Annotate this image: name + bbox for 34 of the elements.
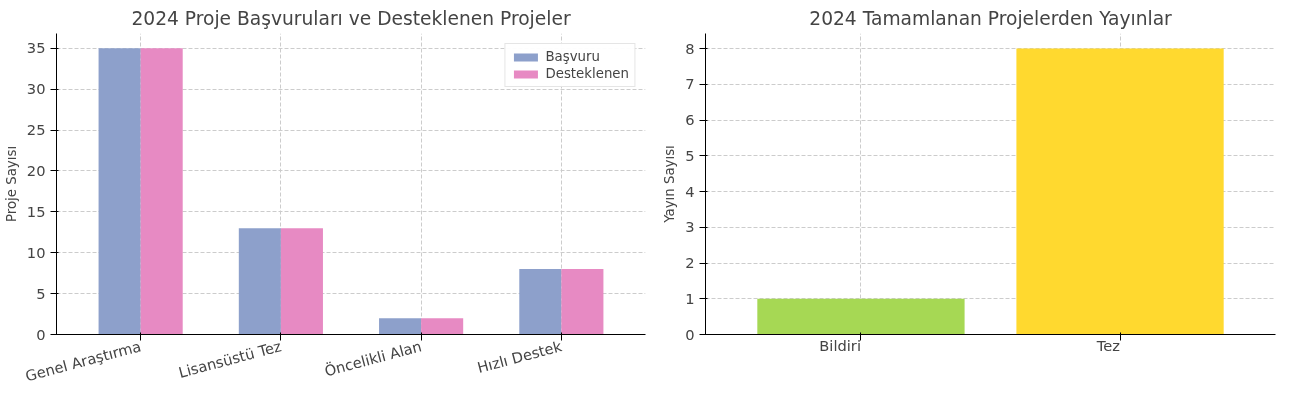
y-tick-label: 0 bbox=[685, 325, 695, 343]
y-axis-title: Proje Sayısı bbox=[3, 145, 19, 223]
chart-title: 2024 Tamamlanan Projelerden Yayınlar bbox=[809, 7, 1173, 29]
bar bbox=[280, 228, 323, 335]
y-tick-label: 20 bbox=[26, 161, 46, 179]
bar bbox=[561, 269, 604, 335]
chart-title: 2024 Proje Başvuruları ve Desteklenen Projeler bbox=[131, 7, 571, 29]
y-tick-label: 7 bbox=[685, 75, 695, 93]
y-tick-label: 4 bbox=[685, 182, 695, 200]
x-tick-label: Bildiri bbox=[819, 337, 861, 354]
bar bbox=[98, 48, 141, 335]
legend-label: Başvuru bbox=[545, 49, 600, 64]
bar bbox=[379, 318, 422, 335]
x-tick-label: Hızlı Destek bbox=[475, 337, 565, 377]
y-tick-label: 3 bbox=[685, 218, 695, 236]
y-tick-label: 0 bbox=[36, 325, 46, 343]
bar bbox=[421, 318, 464, 335]
y-tick-label: 15 bbox=[26, 202, 46, 220]
y-tick-label: 35 bbox=[26, 39, 46, 57]
y-tick-label: 5 bbox=[685, 146, 695, 164]
bar bbox=[519, 269, 562, 335]
y-tick-label: 6 bbox=[685, 111, 695, 129]
y-tick-label: 25 bbox=[26, 121, 46, 139]
y-tick-label: 10 bbox=[26, 243, 46, 261]
legend-label: Desteklenen bbox=[545, 66, 629, 81]
y-tick-label: 8 bbox=[685, 39, 695, 57]
bar bbox=[140, 48, 183, 335]
y-tick-label: 5 bbox=[36, 284, 46, 302]
y-axis-title: Yayın Sayısı bbox=[662, 145, 678, 224]
x-tick-label: Tez bbox=[1095, 337, 1121, 354]
y-tick-label: 30 bbox=[26, 80, 46, 98]
bar bbox=[238, 228, 281, 335]
y-tick-label: 1 bbox=[685, 289, 695, 307]
y-tick-label: 2 bbox=[685, 254, 695, 271]
